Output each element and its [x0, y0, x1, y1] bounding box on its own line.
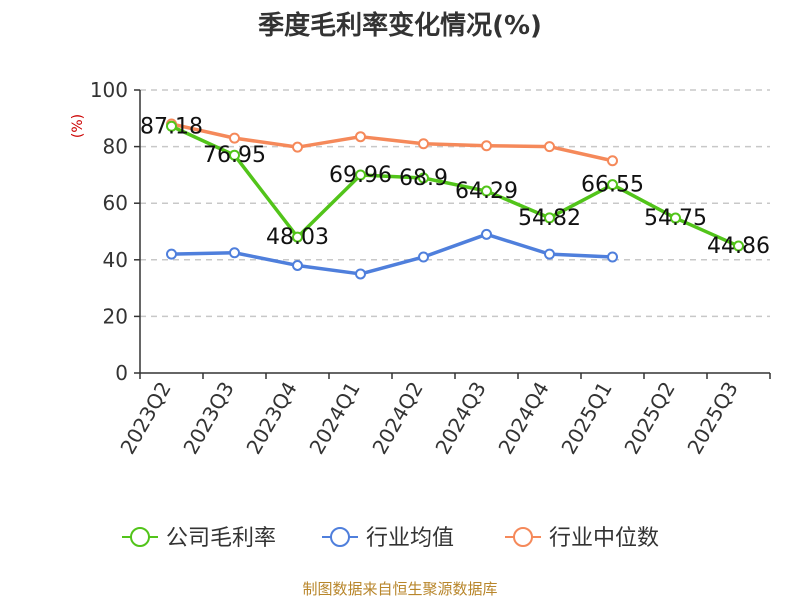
data-point: [418, 138, 429, 150]
data-label: 48.03: [266, 225, 329, 250]
data-label: 54.82: [518, 206, 581, 231]
data-point: [355, 169, 366, 181]
x-tick-label: 2023Q4: [241, 378, 301, 459]
legend-marker: [130, 527, 150, 547]
data-point: [229, 132, 240, 144]
data-point: [166, 120, 177, 132]
data-label: 64.29: [455, 179, 518, 204]
x-tick-label: 2023Q3: [178, 378, 238, 459]
x-tick-label: 2025Q3: [682, 378, 742, 459]
data-point: [544, 248, 555, 260]
data-label: 68.9: [399, 166, 448, 191]
data-point: [481, 228, 492, 240]
data-point: [355, 131, 366, 143]
data-point: [166, 248, 177, 260]
data-point: [544, 141, 555, 153]
legend-marker: [330, 527, 350, 547]
x-tick-label: 2024Q1: [304, 378, 364, 459]
data-label: 69.96: [329, 163, 392, 188]
data-point: [607, 251, 618, 263]
data-label: 87.18: [140, 114, 203, 139]
data-point: [670, 212, 681, 224]
series-industry-mean: [166, 228, 618, 280]
legend: 公司毛利率 行业均值 行业中位数: [122, 526, 659, 551]
data-label: 76.95: [203, 143, 266, 168]
data-label: 44.86: [707, 234, 770, 259]
x-tick-label: 2023Q2: [115, 378, 175, 459]
legend-item: 行业中位数: [505, 526, 659, 551]
series-lines: [166, 118, 744, 280]
legend-item: 公司毛利率: [122, 526, 276, 551]
series-line: [171, 122, 613, 163]
series-line: [171, 232, 613, 276]
x-tick-label: 2025Q1: [556, 378, 616, 459]
data-point: [418, 251, 429, 263]
data-point: [292, 231, 303, 243]
y-tick-label: 100: [90, 78, 128, 102]
series-company-gross-margin: [166, 120, 744, 252]
data-point: [229, 247, 240, 259]
x-tick-label: 2025Q2: [619, 378, 679, 459]
data-point: [733, 240, 744, 252]
y-axis-unit-label: (%): [70, 114, 86, 138]
data-point: [229, 149, 240, 161]
legend-label: 行业均值: [366, 526, 454, 551]
data-point: [544, 212, 555, 224]
legend-marker: [513, 527, 533, 547]
y-tick-label: 20: [103, 304, 128, 328]
y-tick-label: 40: [103, 248, 128, 272]
data-point: [481, 185, 492, 197]
y-tick-label: 60: [103, 191, 128, 215]
x-tick-label: 2024Q4: [493, 378, 553, 459]
x-tick-label: 2024Q2: [367, 378, 427, 459]
legend-label: 行业中位数: [549, 526, 659, 551]
data-label: 66.55: [581, 173, 644, 198]
chart-title: 季度毛利率变化情况(%): [258, 10, 542, 41]
data-point: [481, 140, 492, 152]
y-tick-label: 0: [115, 361, 128, 385]
data-label: 54.75: [644, 206, 707, 231]
data-point: [292, 141, 303, 153]
data-point: [292, 259, 303, 271]
y-tick-label: 80: [103, 135, 128, 159]
data-point: [607, 155, 618, 167]
source-note: 制图数据来自恒生聚源数据库: [302, 580, 497, 598]
grid-lines: [140, 89, 770, 318]
legend-label: 公司毛利率: [166, 526, 276, 551]
data-point: [355, 268, 366, 280]
x-tick-label: 2024Q3: [430, 378, 490, 459]
legend-item: 行业均值: [322, 526, 454, 551]
data-point: [607, 179, 618, 191]
data-point: [418, 172, 429, 184]
series-line: [170, 124, 740, 248]
